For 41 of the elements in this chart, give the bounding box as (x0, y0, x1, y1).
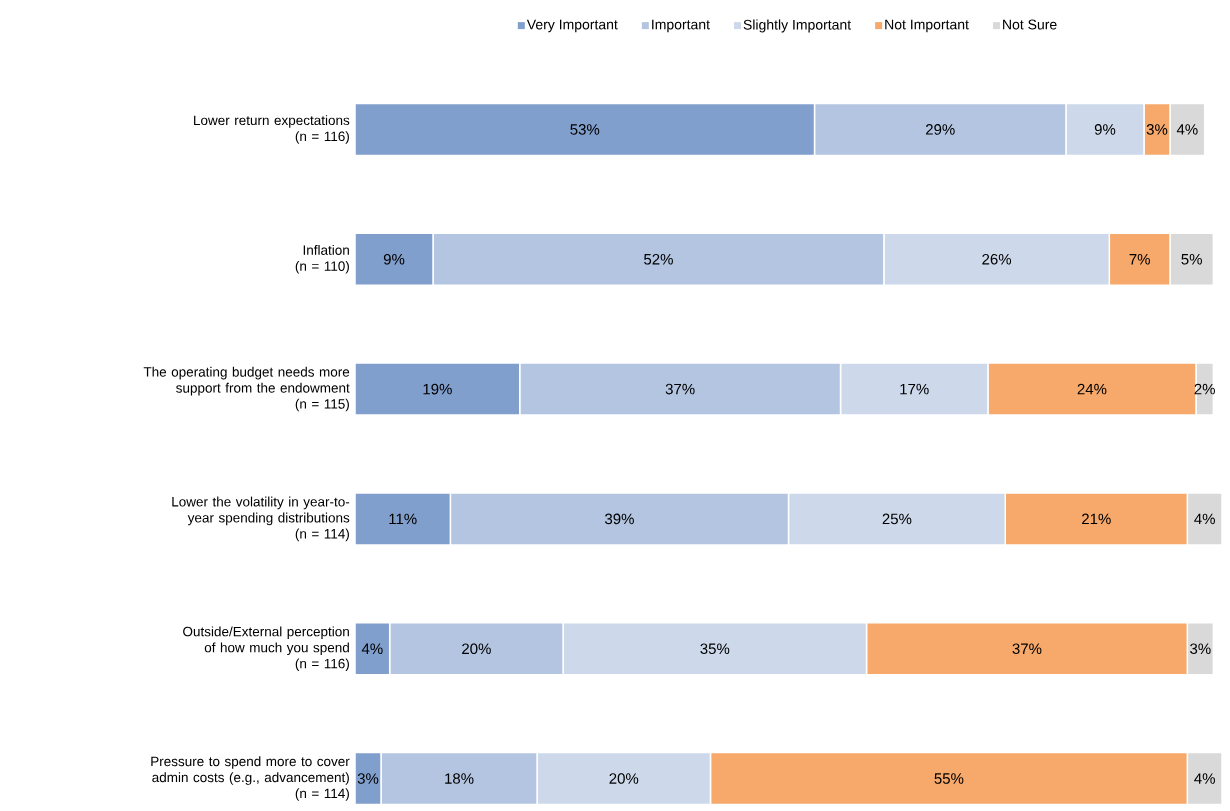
data-label: 20% (609, 773, 639, 784)
y-tick-label: Lower the volatility in year-to- year spending distributions (n = 114) (172, 496, 350, 542)
y-tick-label: Lower return expectations (n = 116) (194, 115, 350, 144)
data-label: 17% (900, 383, 929, 395)
data-label: 52% (644, 253, 673, 265)
data-label: 5% (1181, 253, 1202, 265)
data-label: 24% (1077, 383, 1107, 395)
data-label: 21% (1082, 513, 1111, 525)
data-label: 25% (882, 513, 912, 525)
data-label: 53% (570, 124, 600, 135)
data-label: 37% (665, 383, 695, 395)
data-label: 18% (445, 773, 474, 784)
data-label: 29% (925, 124, 955, 135)
data-label: 4% (1194, 773, 1215, 784)
y-tick-label: Inflation (n = 110) (295, 244, 349, 274)
legend-label: Not Important (885, 19, 969, 33)
data-label: 4% (361, 643, 383, 654)
data-label: 3% (1146, 124, 1168, 135)
data-label: 2% (1194, 383, 1215, 395)
data-label: 20% (462, 643, 491, 655)
data-label: 19% (423, 383, 452, 395)
data-label: 37% (1012, 643, 1042, 655)
legend-label: Slightly Important (743, 19, 852, 33)
data-label: 39% (605, 513, 634, 525)
data-label: 35% (700, 643, 730, 655)
legend-label: Important (652, 19, 710, 33)
y-tick-label: The operating budget needs more support from the endowment (n = 115) (143, 366, 350, 412)
data-label: 3% (357, 773, 379, 784)
data-label: 4% (1176, 124, 1198, 135)
legend-label: Very Important (526, 19, 618, 33)
data-label: 3% (1190, 643, 1211, 655)
data-label: 26% (982, 253, 1012, 265)
data-label: 7% (1129, 254, 1150, 265)
data-label: 11% (389, 513, 417, 525)
data-label: 9% (1094, 124, 1116, 135)
y-tick-label: Outside/External perception of how much you spend (n = 116) (183, 626, 349, 672)
data-label: 55% (934, 773, 964, 784)
data-label: 4% (1194, 513, 1215, 525)
data-label: 9% (383, 253, 405, 265)
y-tick-label: Pressure to spend more to cover admin costs (e.g., advancement) (n = 114) (151, 756, 350, 801)
legend-label: Not Sure (1003, 19, 1057, 30)
